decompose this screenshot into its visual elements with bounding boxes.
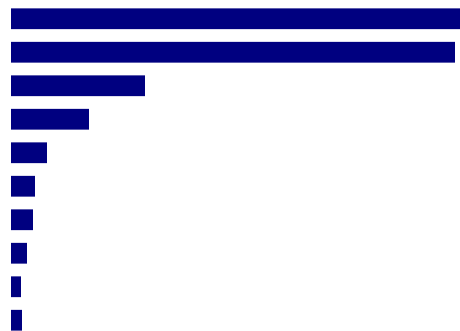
- bar: [11, 41, 455, 63]
- bar: [11, 8, 460, 30]
- bar: [11, 108, 89, 130]
- bar: [11, 276, 21, 298]
- bar: [11, 75, 145, 97]
- bar: [11, 142, 47, 164]
- bar: [11, 209, 33, 231]
- bar: [11, 242, 27, 264]
- bar: [11, 175, 35, 197]
- bar: [11, 309, 22, 331]
